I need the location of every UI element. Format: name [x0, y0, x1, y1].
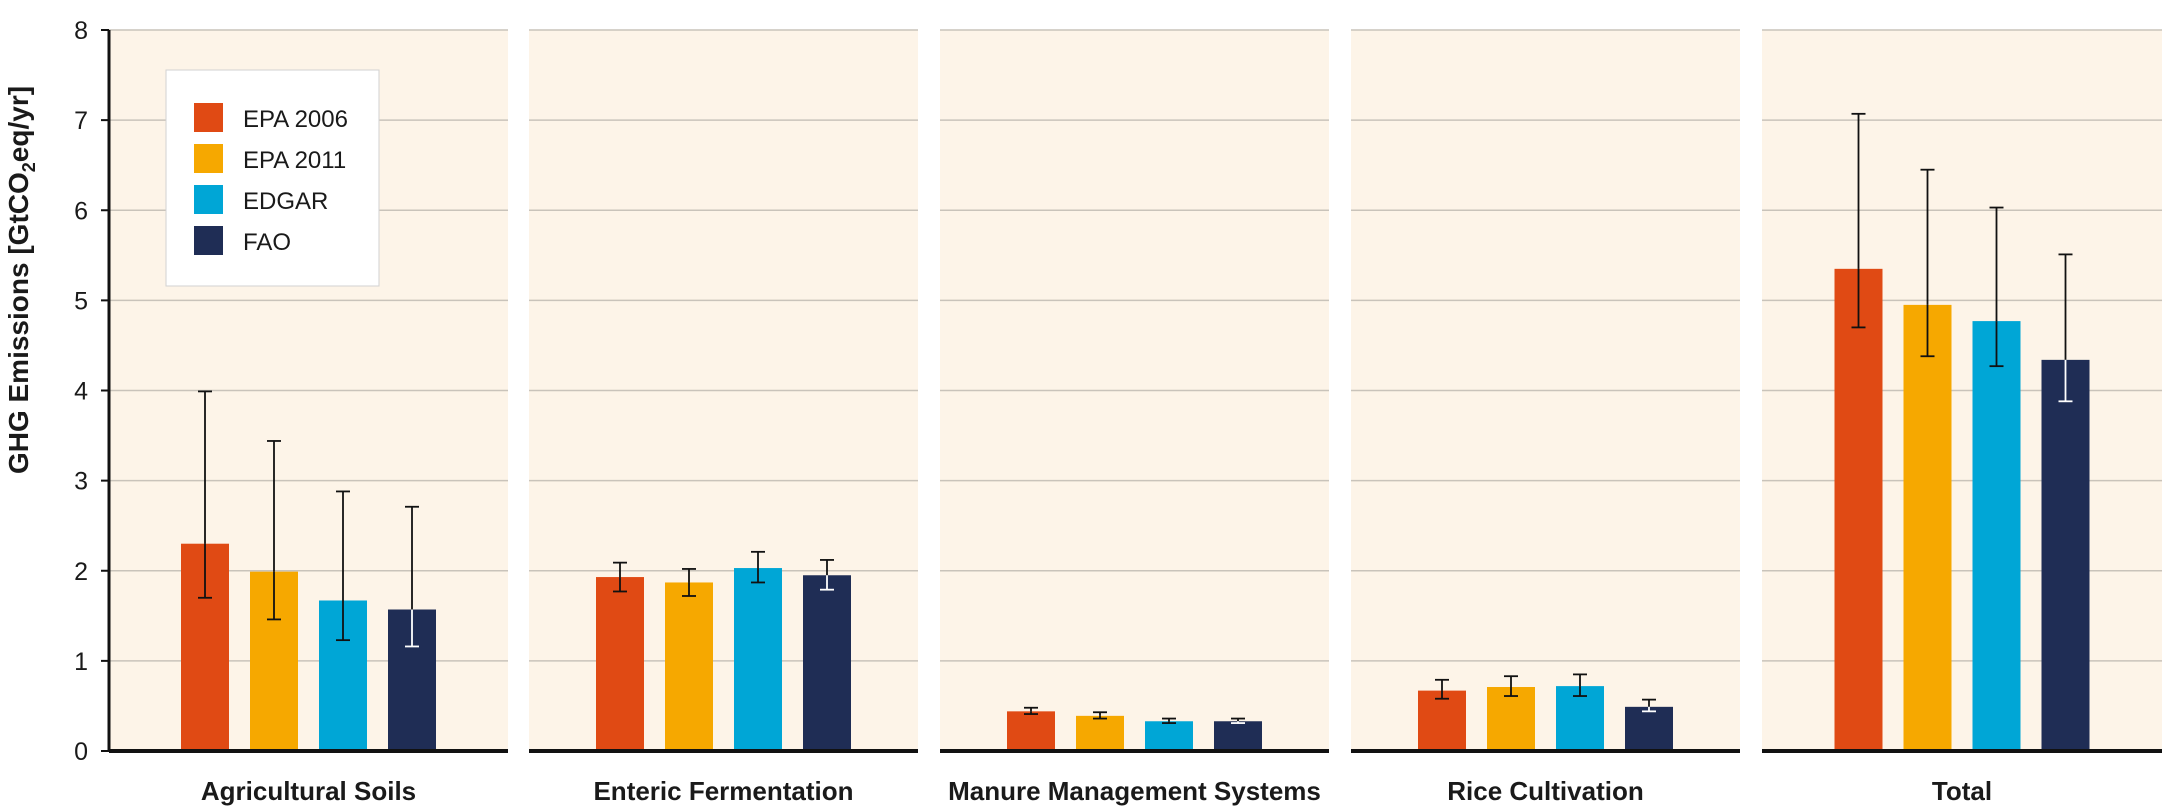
y-tick-label: 3: [74, 468, 88, 496]
y-axis-label-main: GHG Emissions [GtCO: [3, 172, 34, 474]
y-tick-label: 6: [74, 197, 88, 225]
y-axis-label-sub: 2: [19, 162, 39, 172]
legend-label: FAO: [243, 229, 291, 256]
bar: [1007, 711, 1055, 751]
bar: [803, 575, 851, 751]
legend-label: EPA 2011: [243, 147, 346, 174]
y-axis-label-unit: eq/yr]: [3, 86, 34, 162]
bar: [1903, 304, 1952, 751]
y-tick-label: 1: [74, 648, 88, 676]
category-label: Rice Cultivation: [1447, 776, 1643, 806]
bar: [734, 568, 782, 751]
legend-swatch: [194, 144, 223, 173]
category-label: Enteric Fermentation: [593, 776, 853, 806]
y-tick-label: 8: [74, 17, 88, 45]
legend: EPA 2006 EPA 2011 EDGAR FAO: [165, 69, 380, 287]
legend-label: EDGAR: [243, 188, 328, 215]
legend-swatch: [194, 103, 223, 132]
gridlines: [109, 29, 2162, 662]
y-tick-label: 2: [74, 558, 88, 586]
bar: [1076, 715, 1124, 751]
category-label: Manure Management Systems: [948, 776, 1321, 806]
bar: [1418, 690, 1466, 751]
bar: [1972, 321, 2021, 751]
bars: [181, 268, 2090, 751]
bar: [1556, 686, 1604, 751]
category-label: Agricultural Soils: [201, 776, 416, 806]
y-tick-label: 7: [74, 107, 88, 135]
y-axis-label: GHG Emissions [GtCO2eq/yr]: [3, 86, 39, 474]
bar: [1214, 721, 1262, 751]
error-bars: [198, 112, 2073, 724]
legend-label: EPA 2006: [243, 106, 348, 133]
legend-swatch: [194, 185, 223, 214]
bar: [1487, 687, 1535, 751]
bar: [596, 577, 644, 751]
y-tick-label: 5: [74, 287, 88, 315]
bar: [1625, 706, 1673, 751]
category-labels: Agricultural Soils Enteric Fermentation Ma…: [201, 776, 1992, 806]
bar: [665, 582, 713, 751]
y-axis: 0 1 2 3 4 5 6 7 8: [74, 17, 111, 766]
bar: [1834, 268, 1883, 751]
bar: [2041, 359, 2090, 751]
category-label: Total: [1932, 776, 1992, 806]
bar: [1145, 721, 1193, 751]
legend-swatch: [194, 226, 223, 255]
y-tick-label: 0: [74, 738, 88, 766]
y-tick-label: 4: [74, 378, 88, 406]
